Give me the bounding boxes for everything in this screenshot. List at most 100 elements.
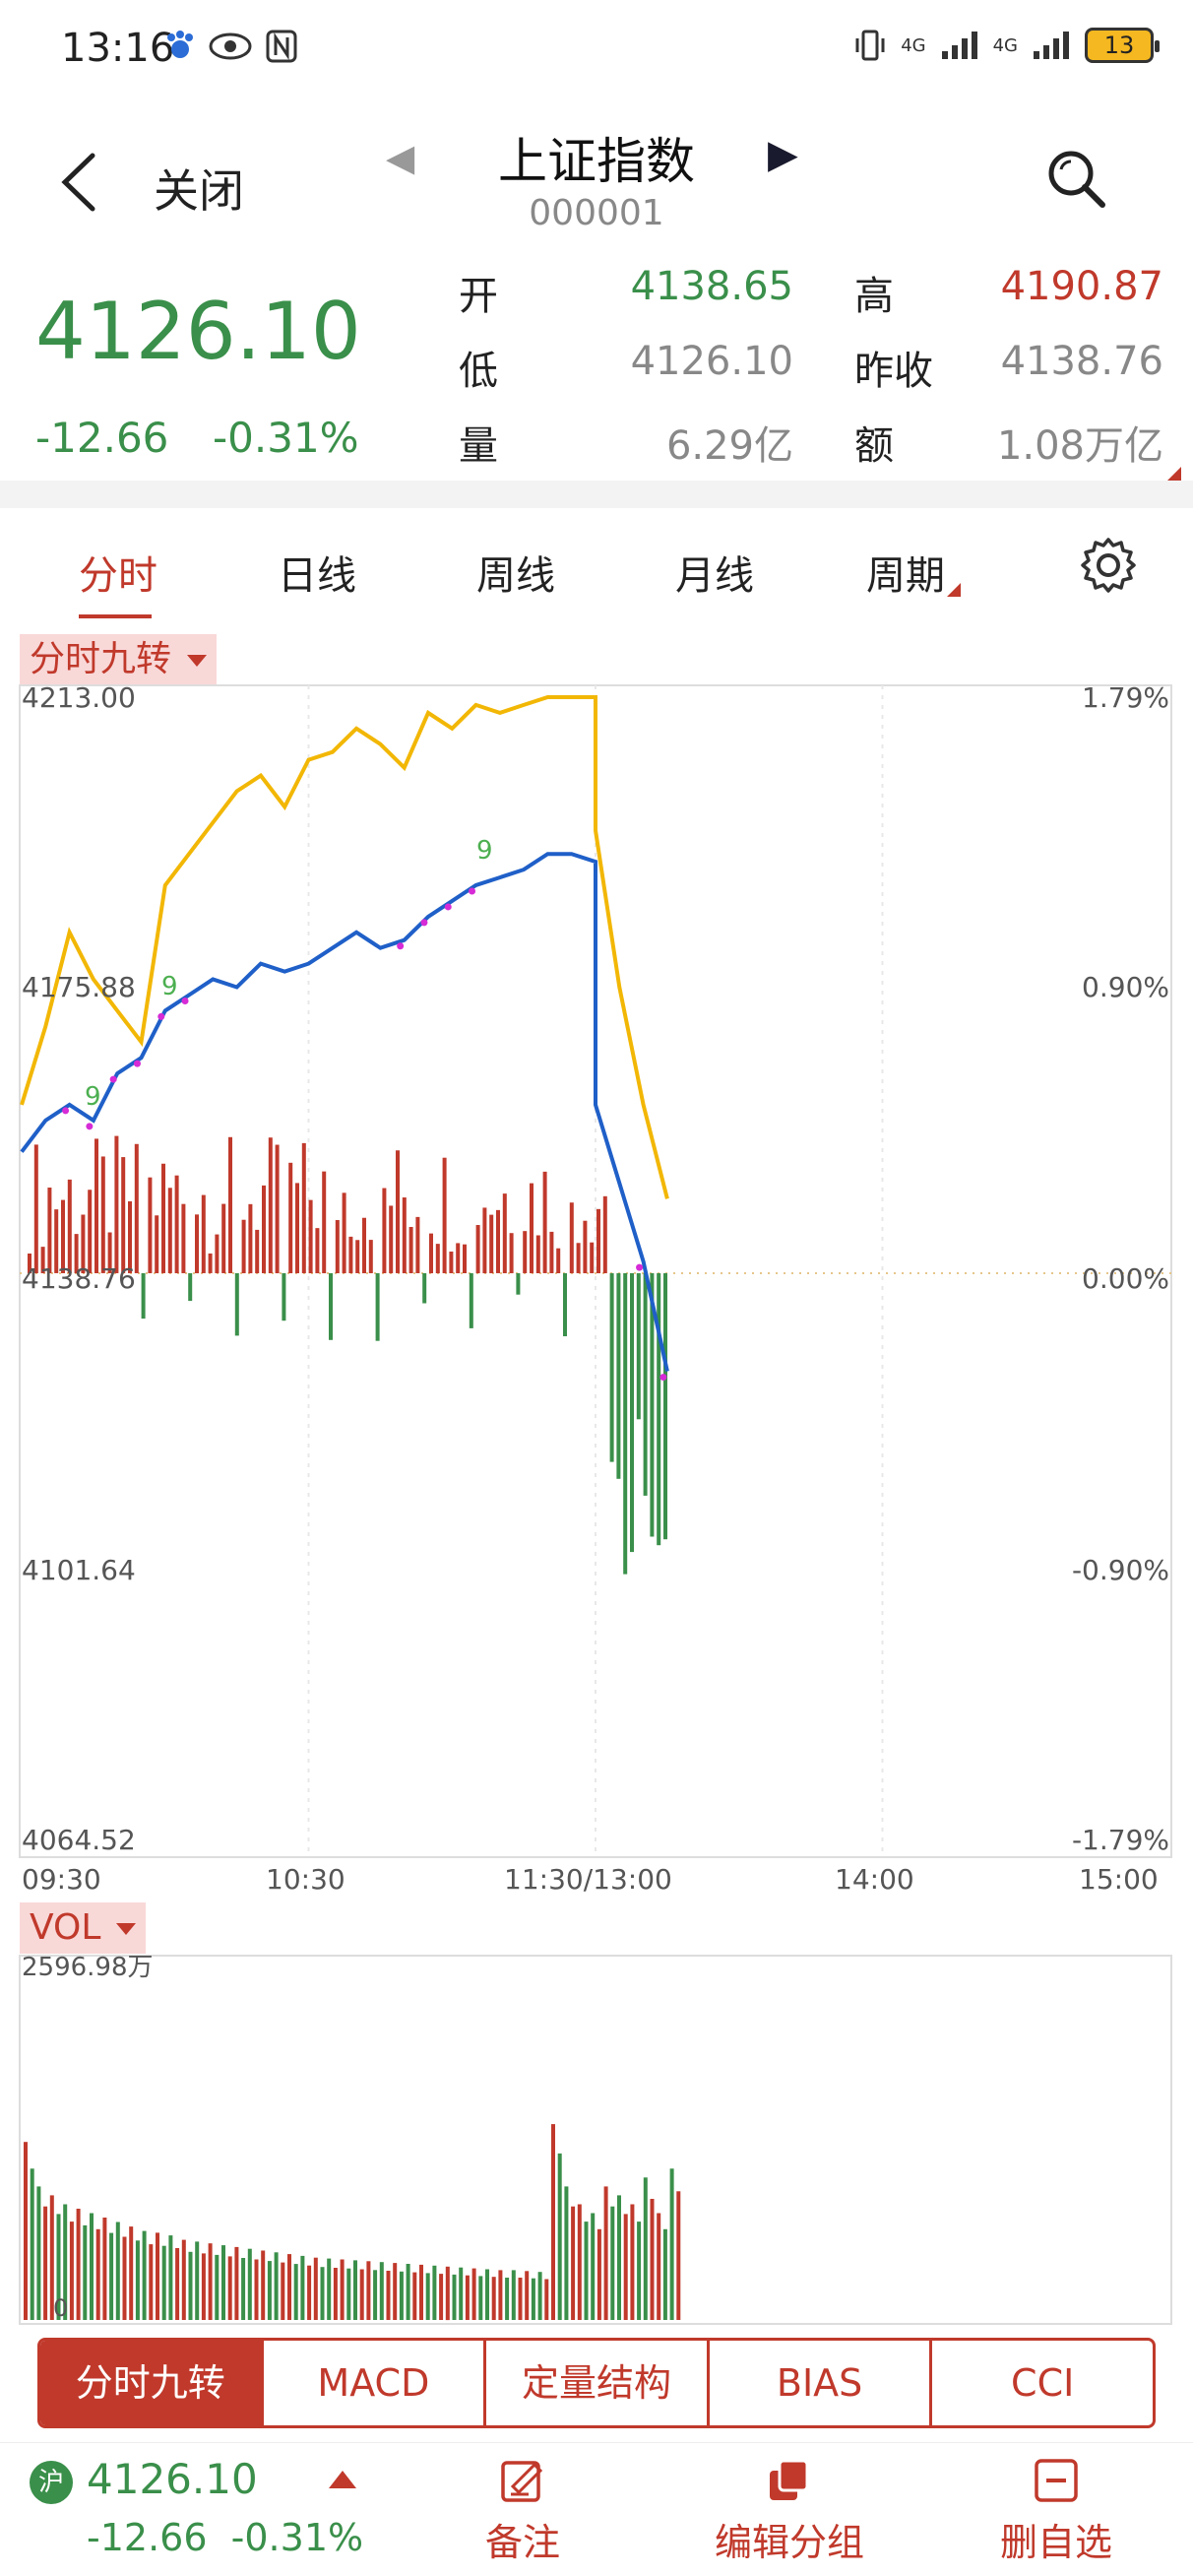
nine-turn-dot bbox=[86, 1123, 94, 1130]
chart-grid bbox=[307, 685, 884, 1857]
status-bar: 13:16 4G 4G 13 bbox=[0, 0, 1193, 98]
volume-bar bbox=[662, 2228, 667, 2320]
search-icon[interactable] bbox=[1045, 148, 1108, 211]
tick-bar bbox=[590, 1242, 595, 1274]
battery-icon: 13 bbox=[1085, 28, 1160, 63]
volume-chart-frame bbox=[19, 1955, 1172, 2325]
tick-bar bbox=[382, 1188, 387, 1274]
prev-stock-icon[interactable]: ◀ bbox=[386, 136, 415, 179]
volume-bar bbox=[617, 2195, 621, 2320]
tick-bar bbox=[663, 1273, 667, 1540]
nine-marker-1: 9 bbox=[85, 1082, 101, 1112]
tick-bar bbox=[114, 1135, 119, 1273]
tick-bar bbox=[355, 1240, 360, 1273]
indicator-tabs: 分时九转 MACD 定量结构 BIAS CCI bbox=[37, 2338, 1156, 2428]
series-line-blue bbox=[20, 852, 669, 1373]
tab-indicator-nine[interactable]: 分时九转 bbox=[40, 2341, 264, 2425]
tick-bar bbox=[335, 1220, 340, 1274]
amount-value: 1.08万亿 bbox=[996, 423, 1163, 469]
tick-bar bbox=[94, 1138, 98, 1274]
tick-bar bbox=[88, 1190, 93, 1274]
tab-monthly[interactable]: 月线 bbox=[675, 553, 754, 599]
y-left-label: 4101.64 bbox=[22, 1554, 136, 1586]
volume-bar bbox=[623, 2214, 628, 2320]
tick-bar bbox=[463, 1244, 467, 1273]
indicator-chip-vol[interactable]: VOL bbox=[20, 1902, 147, 1954]
tick-bar bbox=[549, 1231, 554, 1274]
y-right-label: -0.90% bbox=[1072, 1554, 1169, 1586]
volume-bar bbox=[287, 2254, 291, 2320]
tick-bar bbox=[389, 1205, 394, 1274]
tick-bar bbox=[563, 1273, 567, 1336]
volume-bar bbox=[56, 2214, 61, 2320]
high-label: 高 bbox=[854, 274, 894, 319]
quote-panel[interactable]: 4126.10 -12.66 -0.31% 开 4138.65 高 4190.8… bbox=[0, 256, 1193, 481]
tick-bar bbox=[408, 1227, 413, 1274]
price-change: -12.66 bbox=[35, 414, 169, 462]
tick-bar bbox=[576, 1243, 581, 1273]
back-icon[interactable] bbox=[51, 148, 110, 217]
volume-bar bbox=[115, 2222, 120, 2320]
note-button[interactable]: 备注 bbox=[469, 2457, 577, 2566]
volume-bar bbox=[406, 2264, 410, 2320]
close-button[interactable]: 关闭 bbox=[154, 164, 244, 218]
tick-bar bbox=[348, 1236, 353, 1273]
tick-bar bbox=[215, 1234, 220, 1273]
volume-bar bbox=[445, 2266, 450, 2321]
tick-bar bbox=[275, 1144, 280, 1274]
intraday-chart[interactable]: 9 9 9 4213.00 4175.88 4138.76 4101.64 40… bbox=[0, 0, 1193, 2334]
tick-bar bbox=[429, 1233, 433, 1274]
nine-turn-dot bbox=[469, 887, 476, 895]
tick-bar bbox=[542, 1171, 547, 1273]
nine-turn-dot bbox=[133, 1060, 141, 1067]
remove-label: 删自选 bbox=[999, 2521, 1112, 2564]
tick-bar bbox=[623, 1273, 628, 1575]
low-value: 4126.10 bbox=[630, 339, 793, 384]
volume-bar bbox=[505, 2278, 510, 2320]
tick-bar bbox=[362, 1217, 366, 1274]
tab-weekly[interactable]: 周线 bbox=[476, 553, 555, 599]
tick-bar bbox=[234, 1273, 239, 1336]
edit-group-button[interactable]: 编辑分组 bbox=[711, 2457, 868, 2566]
trend-up-icon bbox=[329, 2471, 356, 2488]
page-title: 上证指数 bbox=[498, 133, 695, 190]
tab-period[interactable]: 周期 bbox=[866, 553, 945, 599]
volume-bar bbox=[603, 2186, 608, 2320]
gear-icon[interactable] bbox=[1079, 536, 1138, 595]
volume-bar bbox=[379, 2262, 384, 2320]
tick-bar bbox=[596, 1208, 600, 1274]
tab-indicator-macd[interactable]: MACD bbox=[264, 2341, 487, 2425]
nine-turn-dots bbox=[62, 887, 667, 1382]
tab-indicator-structure[interactable]: 定量结构 bbox=[486, 2341, 710, 2425]
volume-bar bbox=[425, 2273, 430, 2320]
tab-intraday[interactable]: 分时 bbox=[79, 553, 157, 599]
volume-bar bbox=[459, 2267, 464, 2320]
indicator-chip-label: 分时九转 bbox=[30, 639, 172, 679]
volume-bar bbox=[452, 2274, 457, 2320]
next-stock-icon[interactable]: ▶ bbox=[768, 132, 798, 177]
volume-bar bbox=[247, 2248, 252, 2320]
remove-watchlist-button[interactable]: 删自选 bbox=[992, 2457, 1120, 2566]
tick-bar bbox=[81, 1214, 86, 1274]
nine-marker-3: 9 bbox=[476, 836, 493, 866]
tab-indicator-cci[interactable]: CCI bbox=[1011, 2361, 1075, 2405]
indicator-chip-nine[interactable]: 分时九转 bbox=[20, 634, 218, 685]
nine-turn-dot bbox=[109, 1075, 117, 1083]
volume-bar bbox=[221, 2245, 225, 2320]
volume-bar bbox=[359, 2269, 364, 2320]
tick-bar bbox=[375, 1273, 380, 1341]
tick-bar bbox=[530, 1183, 534, 1274]
tab-daily[interactable]: 日线 bbox=[278, 553, 356, 599]
x-label: 09:30 bbox=[22, 1863, 101, 1896]
tab-indicator-bias[interactable]: BIAS bbox=[710, 2341, 933, 2425]
footer-change: -12.66 -0.31% bbox=[87, 2516, 363, 2559]
volume-bar bbox=[30, 2168, 34, 2320]
volume-bar bbox=[432, 2265, 437, 2320]
chip-dropdown-icon bbox=[187, 655, 208, 667]
edit-group-label: 编辑分组 bbox=[714, 2521, 864, 2564]
volume-bar bbox=[650, 2199, 655, 2320]
volume-bar bbox=[511, 2270, 516, 2320]
footer-change-value: -12.66 bbox=[87, 2516, 208, 2559]
tick-bar bbox=[295, 1183, 299, 1274]
volume-bar bbox=[610, 2206, 615, 2320]
